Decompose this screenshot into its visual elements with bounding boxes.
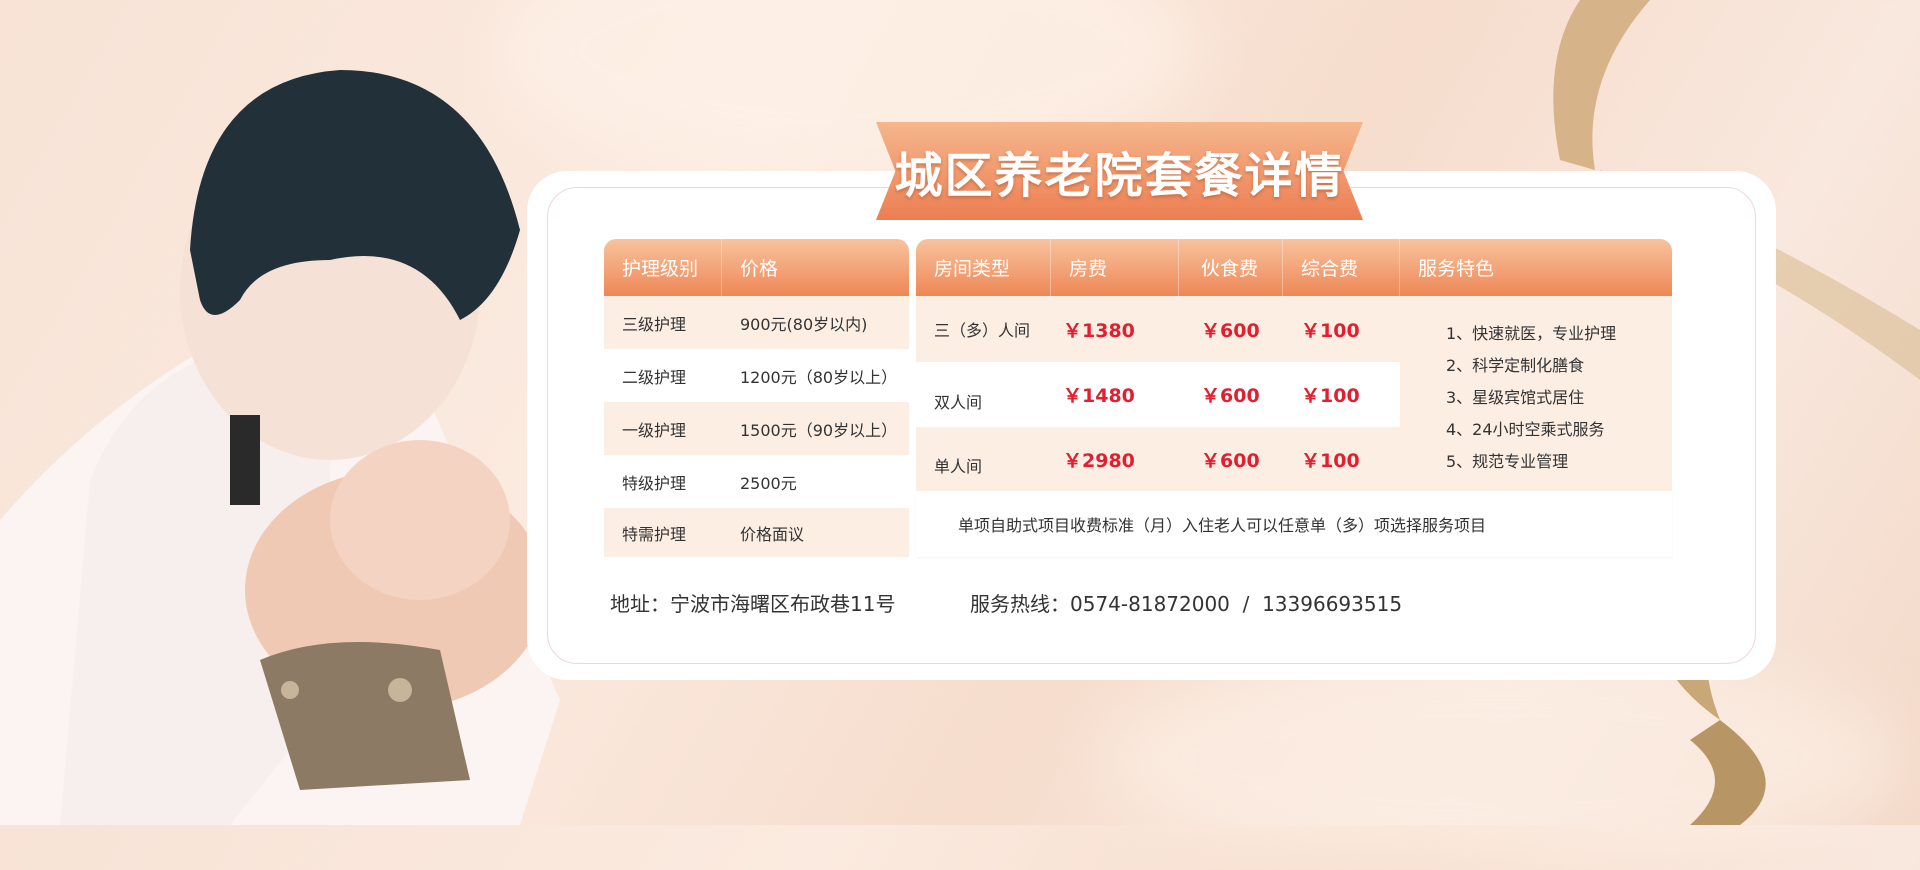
table-row: 三级护理 900元(80岁以内) xyxy=(604,296,909,349)
service-hotline: 服务热线：0574-81872000 / 13396693515 xyxy=(970,592,1403,616)
care-level: 特级护理 xyxy=(622,473,687,493)
feature-item: 3、星级宾馆式居住 xyxy=(1446,388,1585,407)
caregiver-with-baby-photo xyxy=(0,70,560,825)
care-price: 900元(80岁以内) xyxy=(740,314,868,334)
title-banner: 城区养老院套餐详情 xyxy=(876,122,1363,220)
care-level: 特需护理 xyxy=(622,524,687,544)
care-price: 价格面议 xyxy=(740,524,805,544)
room-table: 房间类型 房费 伙食费 综合费 服务特色 三（多）人间 ￥1380 ￥600 ￥… xyxy=(916,239,1672,491)
room-type: 三（多）人间 xyxy=(934,321,1031,340)
care-price: 1500元（90岁以上） xyxy=(740,420,898,440)
room-fee: ￥2980 xyxy=(1063,449,1135,472)
room-fee: ￥1380 xyxy=(1063,319,1135,342)
header-room-fee: 房费 xyxy=(1051,239,1179,296)
care-price: 2500元 xyxy=(740,473,797,493)
table-row: 一级护理 1500元（90岁以上） xyxy=(604,402,909,455)
header-care-level: 护理级别 xyxy=(604,239,722,296)
food-fee: ￥600 xyxy=(1201,449,1260,472)
food-fee: ￥600 xyxy=(1201,319,1260,342)
table-row: 二级护理 1200元（80岁以上） xyxy=(604,349,909,402)
feature-item: 2、科学定制化膳食 xyxy=(1446,356,1585,375)
table-row: 双人间 ￥1480 ￥600 ￥100 xyxy=(916,362,1400,427)
service-features: 1、快速就医，专业护理 2、科学定制化膳食 3、星级宾馆式居住 4、24小时空乘… xyxy=(1400,296,1672,491)
care-level: 一级护理 xyxy=(622,420,687,440)
care-level: 三级护理 xyxy=(622,314,687,334)
feature-item: 5、规范专业管理 xyxy=(1446,452,1569,471)
address: 地址：宁波市海曙区布政巷11号 xyxy=(610,592,896,616)
room-fee: ￥1480 xyxy=(1063,385,1135,407)
room-type: 单人间 xyxy=(934,457,983,476)
table-row: 单人间 ￥2980 ￥600 ￥100 xyxy=(916,427,1400,491)
food-fee: ￥600 xyxy=(1201,385,1260,407)
feature-item: 1、快速就医，专业护理 xyxy=(1446,324,1617,343)
table-row: 三（多）人间 ￥1380 ￥600 ￥100 xyxy=(916,296,1400,362)
header-room-type: 房间类型 xyxy=(916,239,1051,296)
feature-item: 4、24小时空乘式服务 xyxy=(1446,420,1605,439)
header-price: 价格 xyxy=(740,258,779,280)
room-type: 双人间 xyxy=(934,392,983,412)
care-level: 二级护理 xyxy=(622,367,687,387)
header-general-fee: 综合费 xyxy=(1283,239,1400,296)
table-row: 特级护理 2500元 xyxy=(604,455,909,508)
header-features: 服务特色 xyxy=(1418,258,1495,280)
page-title: 城区养老院套餐详情 xyxy=(894,148,1345,204)
care-price: 1200元（80岁以上） xyxy=(740,367,898,387)
general-fee: ￥100 xyxy=(1301,319,1360,342)
general-fee: ￥100 xyxy=(1301,449,1360,472)
general-fee: ￥100 xyxy=(1301,385,1360,407)
table-row: 特需护理 价格面议 xyxy=(604,508,909,557)
pricing-note: 单项自助式项目收费标准（月）入住老人可以任意单（多）项选择服务项目 xyxy=(916,491,1672,557)
care-level-table: 护理级别 价格 三级护理 900元(80岁以内) 二级护理 1200元（80岁以上）… xyxy=(604,239,909,557)
header-food-fee: 伙食费 xyxy=(1179,239,1283,296)
